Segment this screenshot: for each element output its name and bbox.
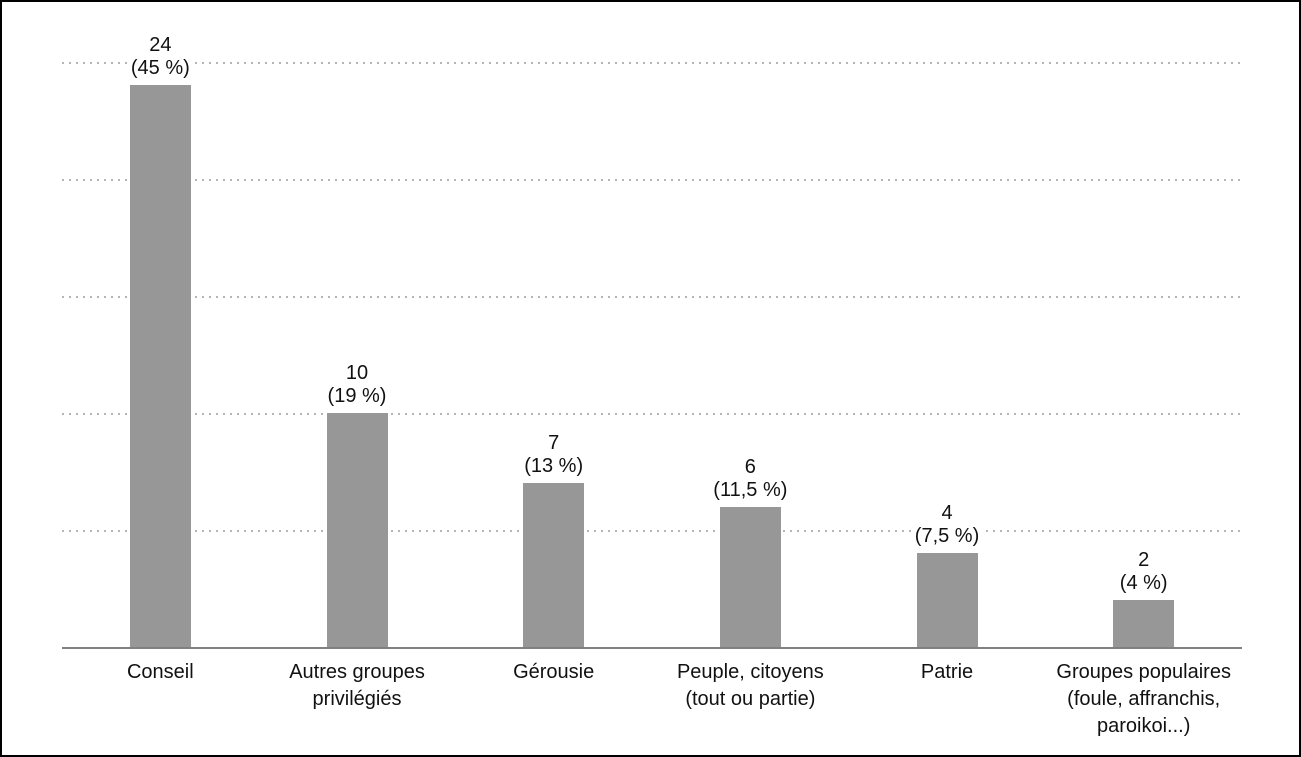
x-axis-label-line: Autres groupes (289, 661, 425, 683)
x-axis-labels: Conseil Autres groupes privilégiés Gérousie… (62, 659, 1242, 740)
bar-group: 7 (13 %) (455, 2, 652, 647)
bar-percent-text: (11,5 %) (713, 479, 788, 501)
x-axis-line (62, 647, 1242, 649)
bar-count-text: 7 (548, 432, 560, 454)
bar-percent-text: (7,5 %) (914, 525, 980, 547)
x-axis-label: Conseil (62, 659, 259, 740)
x-axis-label-line: Patrie (920, 661, 974, 683)
x-axis-label: Patrie (849, 659, 1046, 740)
x-axis-label-line: (tout ou partie) (685, 688, 816, 710)
x-axis-label: Autres groupes privilégiés (259, 659, 456, 740)
bar-group: 2 (4 %) (1045, 2, 1242, 647)
bar-group: 6 (11,5 %) (652, 2, 849, 647)
gridline (62, 62, 1242, 64)
gridline (62, 296, 1242, 298)
bar (1113, 600, 1175, 647)
bar-group: 4 (7,5 %) (849, 2, 1046, 647)
bar-count-text: 4 (941, 502, 953, 524)
x-axis-label: Groupes populaires (foule, affranchis, par… (1045, 659, 1242, 740)
x-axis-label: Gérousie (455, 659, 652, 740)
x-axis-label-line: privilégiés (312, 688, 402, 710)
bar (719, 507, 781, 647)
bar-value-label: 2 (4 %) (1115, 548, 1172, 596)
bar-count-text: 6 (744, 456, 756, 478)
x-axis-label-line: paroikoi...) (1097, 715, 1191, 737)
bar-value-label: 10 (19 %) (323, 361, 391, 409)
bar-percent-text: (45 %) (130, 57, 190, 79)
x-axis-label-line: Groupes populaires (1056, 661, 1231, 683)
bar-count-text: 10 (345, 362, 369, 384)
bar (523, 483, 585, 647)
bar-percent-text: (19 %) (327, 385, 387, 407)
bar (916, 553, 978, 647)
bar-percent-text: (4 %) (1119, 572, 1168, 594)
gridline (62, 413, 1242, 415)
bar-count-text: 24 (149, 34, 172, 56)
gridline (62, 530, 1242, 532)
bar-group: 10 (19 %) (259, 2, 456, 647)
x-axis-label-line: (foule, affranchis, (1067, 688, 1221, 710)
x-axis-label-line: Conseil (126, 661, 194, 683)
bar-value-label: 7 (13 %) (520, 431, 588, 479)
bar-group: 24 (45 %) (62, 2, 259, 647)
bar (326, 413, 388, 647)
x-axis-label-line: Gérousie (513, 661, 595, 683)
gridline (62, 179, 1242, 181)
x-axis-label-line: Peuple, citoyens (676, 661, 824, 683)
bars-layer: 24 (45 %) 10 (19 %) 7 (13 %) 6 (11,5 %) 4 (7,5 %)… (62, 2, 1242, 647)
bar (129, 85, 191, 647)
bar-value-label: 24 (45 %) (126, 33, 194, 81)
bar-percent-text: (13 %) (524, 455, 584, 477)
bar-count-text: 2 (1138, 549, 1150, 571)
bar-value-label: 4 (7,5 %) (910, 501, 984, 549)
x-axis-label: Peuple, citoyens (tout ou partie) (652, 659, 849, 740)
bar-value-label: 6 (11,5 %) (709, 455, 792, 503)
